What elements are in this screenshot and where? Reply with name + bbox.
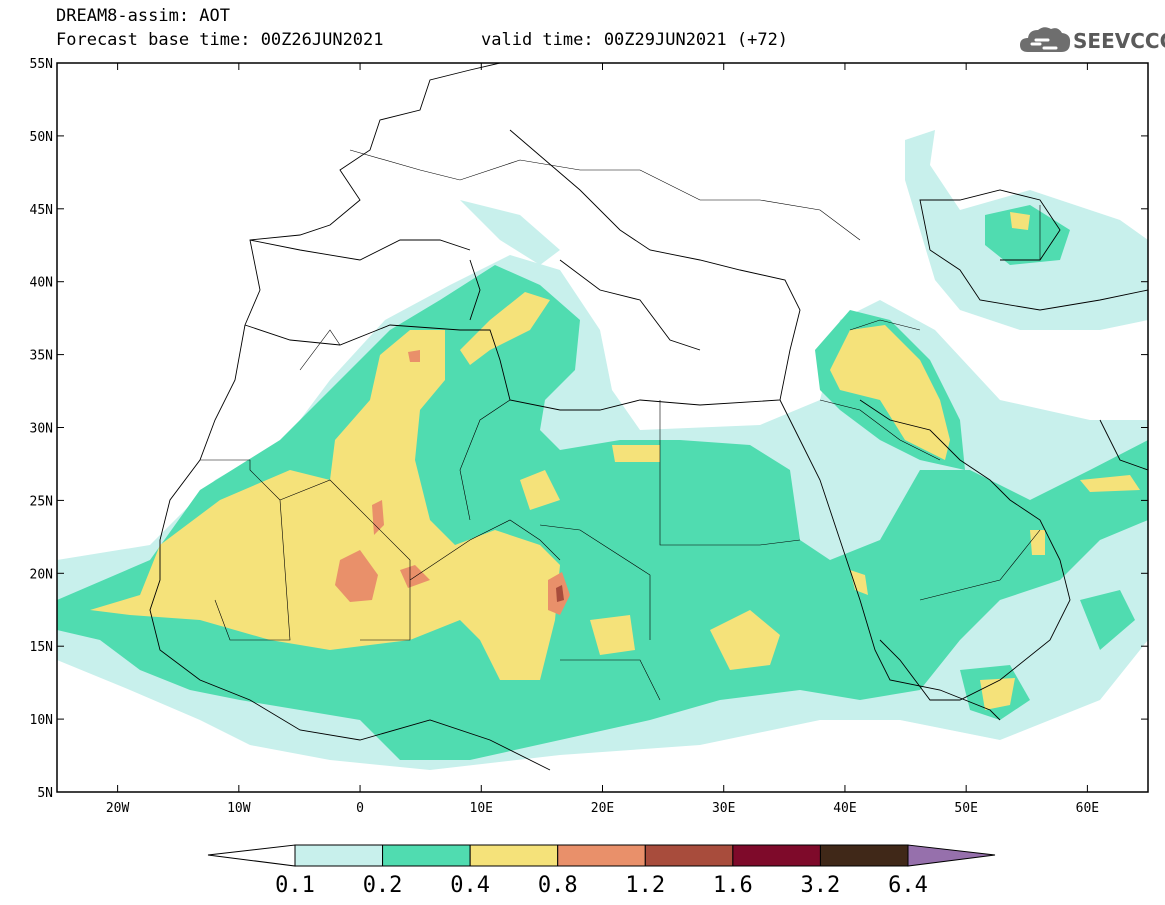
- lon-tick-label: 0: [356, 801, 364, 816]
- map-title: DREAM8-assim: AOT: [56, 6, 230, 26]
- colorbar-label: 0.2: [363, 873, 403, 898]
- lat-tick-label: 5N: [37, 786, 53, 801]
- colorbar-label: 3.2: [801, 873, 841, 898]
- lon-tick-label: 40E: [833, 801, 856, 816]
- colorbar-box: [557, 844, 646, 867]
- base-time: Forecast base time: 00Z26JUN2021: [56, 30, 384, 50]
- lat-tick-label: 35N: [30, 349, 53, 364]
- valid-time: valid time: 00Z29JUN2021 (+72): [481, 30, 789, 50]
- seevccc-logo: SEEVCCC: [1018, 22, 1165, 58]
- forecast-time-line: Forecast base time: 00Z26JUN2021 valid ti…: [56, 30, 788, 50]
- cloud-icon: [1020, 27, 1071, 52]
- axes: 55N 50N 45N 40N 35N 30N 25N 20N 15N 10N 5N 20W 10W 0 1…: [30, 57, 1148, 816]
- lat-tick-label: 30N: [30, 422, 53, 437]
- lon-tick-label: 50E: [954, 801, 977, 816]
- aot-level-0.4: [90, 212, 1140, 710]
- colorbar: 0.1 0.2 0.4 0.8 1.2 1.6 3.2 6.4: [207, 844, 996, 898]
- colorbar-label: 0.8: [538, 873, 578, 898]
- lat-tick-label: 10N: [30, 713, 53, 728]
- colorbar-label: 0.1: [275, 873, 315, 898]
- coastlines: [149, 63, 1148, 771]
- lon-tick-label: 10E: [470, 801, 493, 816]
- colorbar-box: [294, 844, 384, 867]
- colorbar-label: 0.4: [450, 873, 490, 898]
- lat-tick-label: 25N: [30, 494, 53, 509]
- colorbar-label: 1.6: [713, 873, 753, 898]
- colorbar-under-arrow: [207, 844, 296, 867]
- lat-tick-label: 50N: [30, 130, 53, 145]
- colorbar-over-arrow: [907, 844, 996, 867]
- lon-tick-label: 30E: [712, 801, 735, 816]
- colorbar-label: 6.4: [888, 873, 928, 898]
- lon-tick-label: 60E: [1076, 801, 1099, 816]
- lon-tick-label: 20E: [591, 801, 614, 816]
- colorbar-box: [382, 844, 471, 867]
- colorbar-box: [732, 844, 821, 867]
- country-borders: [200, 149, 1041, 701]
- aot-level-1.2: [556, 585, 564, 602]
- colorbar-box: [469, 844, 559, 867]
- lon-tick-label: 10W: [227, 801, 251, 816]
- aot-field: [57, 130, 1148, 770]
- logo-text: SEEVCCC: [1073, 29, 1165, 53]
- lat-tick-label: 20N: [30, 567, 53, 582]
- colorbar-label: 1.2: [625, 873, 665, 898]
- lat-tick-label: 55N: [30, 57, 53, 72]
- colorbar-box: [819, 844, 909, 867]
- lat-tick-label: 15N: [30, 640, 53, 655]
- lon-tick-label: 20W: [106, 801, 130, 816]
- lat-tick-label: 45N: [30, 203, 53, 218]
- colorbar-box: [644, 844, 734, 867]
- lat-tick-label: 40N: [30, 276, 53, 291]
